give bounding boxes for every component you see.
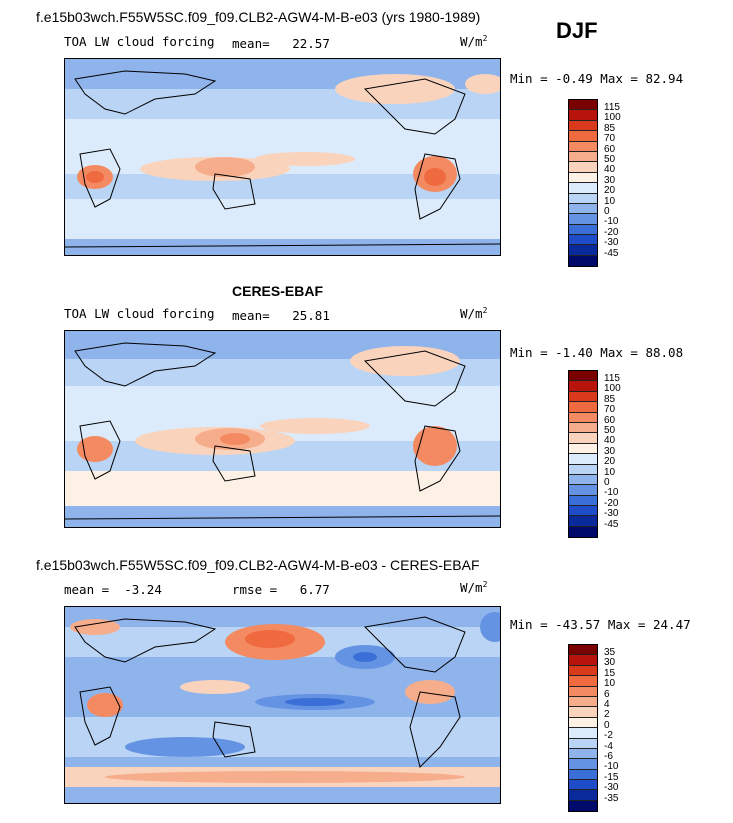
- panel1-level-label: 50: [604, 154, 616, 165]
- panel2-level-label: -20: [604, 498, 619, 509]
- panel2-level-label: 70: [604, 404, 616, 415]
- panel1-level-label: -10: [604, 216, 619, 227]
- panel2-colorbar: 115 100 85 70 60 50 40 30 20 10 0 -10 -2…: [568, 370, 621, 539]
- panel3-level-label: -35: [604, 793, 619, 804]
- panel3-level-label: 2: [604, 709, 610, 720]
- panel2-level-label: 115: [604, 373, 620, 384]
- panel2-mean: mean= 25.81: [232, 308, 330, 323]
- panel3-units: W/m2: [460, 580, 488, 596]
- panel3-level-label: 30: [604, 657, 616, 668]
- panel1-units: W/m2: [460, 34, 488, 50]
- panel3-rmse: rmse = 6.77: [232, 582, 330, 597]
- panel1-colorbar-swatches: [568, 99, 598, 268]
- panel1-variable: TOA LW cloud forcing: [64, 34, 215, 49]
- panel2-title: CERES-EBAF: [232, 283, 324, 299]
- panel1-level-label: -20: [604, 227, 619, 238]
- panel1-level-label: 60: [604, 144, 616, 155]
- panel1-level-label: 70: [604, 133, 616, 144]
- panel1-level-label: -45: [604, 248, 619, 259]
- panel1-level-label: 115: [604, 102, 620, 113]
- panel3-level-label: 4: [604, 699, 610, 710]
- panel2-level-label: -10: [604, 487, 619, 498]
- panel3-map: [64, 606, 501, 804]
- panel1-level-label: 10: [604, 196, 616, 207]
- panel2-level-label: 100: [604, 383, 621, 394]
- panel1-level-label: -30: [604, 237, 619, 248]
- panel2-level-label: 30: [604, 446, 616, 457]
- panel1-level-label: 40: [604, 164, 616, 175]
- panel3-colorbar-swatches: [568, 644, 598, 813]
- panel3-level-label: 35: [604, 647, 616, 658]
- panel3-mean: mean = -3.24: [64, 582, 162, 597]
- panel3-colorbar: 35 30 15 10 6 4 2 0 -2 -4 -6 -10 -15 -30…: [568, 644, 618, 813]
- panel2-level-label: 40: [604, 435, 616, 446]
- panel3-level-label: 0: [604, 720, 610, 731]
- panel2-level-label: 85: [604, 394, 616, 405]
- panel2-colorbar-swatches: [568, 370, 598, 539]
- panel2-level-label: -30: [604, 508, 619, 519]
- panel2-level-label: 50: [604, 425, 616, 436]
- panel3-level-label: 15: [604, 668, 616, 679]
- panel2-map: [64, 330, 501, 528]
- panel1-level-label: 30: [604, 175, 616, 186]
- panel1-level-label: 100: [604, 112, 621, 123]
- panel1-map: [64, 58, 501, 256]
- panel1-level-label: 0: [604, 206, 610, 217]
- panel2-variable: TOA LW cloud forcing: [64, 306, 215, 321]
- panel1-title: f.e15b03wch.F55W5SC.f09_f09.CLB2-AGW4-M-…: [36, 9, 481, 25]
- panel2-level-label: 0: [604, 477, 610, 488]
- panel3-level-label: 6: [604, 689, 610, 700]
- panel2-level-label: 20: [604, 456, 616, 467]
- panel3-level-label: 10: [604, 678, 616, 689]
- panel3-level-label: -4: [604, 741, 613, 752]
- panel3-title: f.e15b03wch.F55W5SC.f09_f09.CLB2-AGW4-M-…: [36, 557, 480, 573]
- panel1-level-label: 85: [604, 123, 616, 134]
- panel1-mean: mean= 22.57: [232, 36, 330, 51]
- panel3-level-label: -10: [604, 761, 619, 772]
- panel2-min-max: Min = -1.40 Max = 88.08: [510, 345, 684, 360]
- panel1-colorbar: 115 100 85 70 60 50 40 30 20 10 0 -10 -2…: [568, 99, 621, 268]
- panel3-min-max: Min = -43.57 Max = 24.47: [510, 617, 691, 632]
- panel2-level-label: 60: [604, 415, 616, 426]
- panel3-level-label: -2: [604, 730, 613, 741]
- panel3-level-label: -30: [604, 782, 619, 793]
- panel3-level-label: -6: [604, 751, 613, 762]
- panel1-level-label: 20: [604, 185, 616, 196]
- panel2-level-label: 10: [604, 467, 616, 478]
- panel3-level-label: -15: [604, 772, 619, 783]
- season-label: DJF: [556, 18, 598, 43]
- panel1-min-max: Min = -0.49 Max = 82.94: [510, 71, 684, 86]
- panel2-units: W/m2: [460, 306, 488, 322]
- panel2-level-label: -45: [604, 519, 619, 530]
